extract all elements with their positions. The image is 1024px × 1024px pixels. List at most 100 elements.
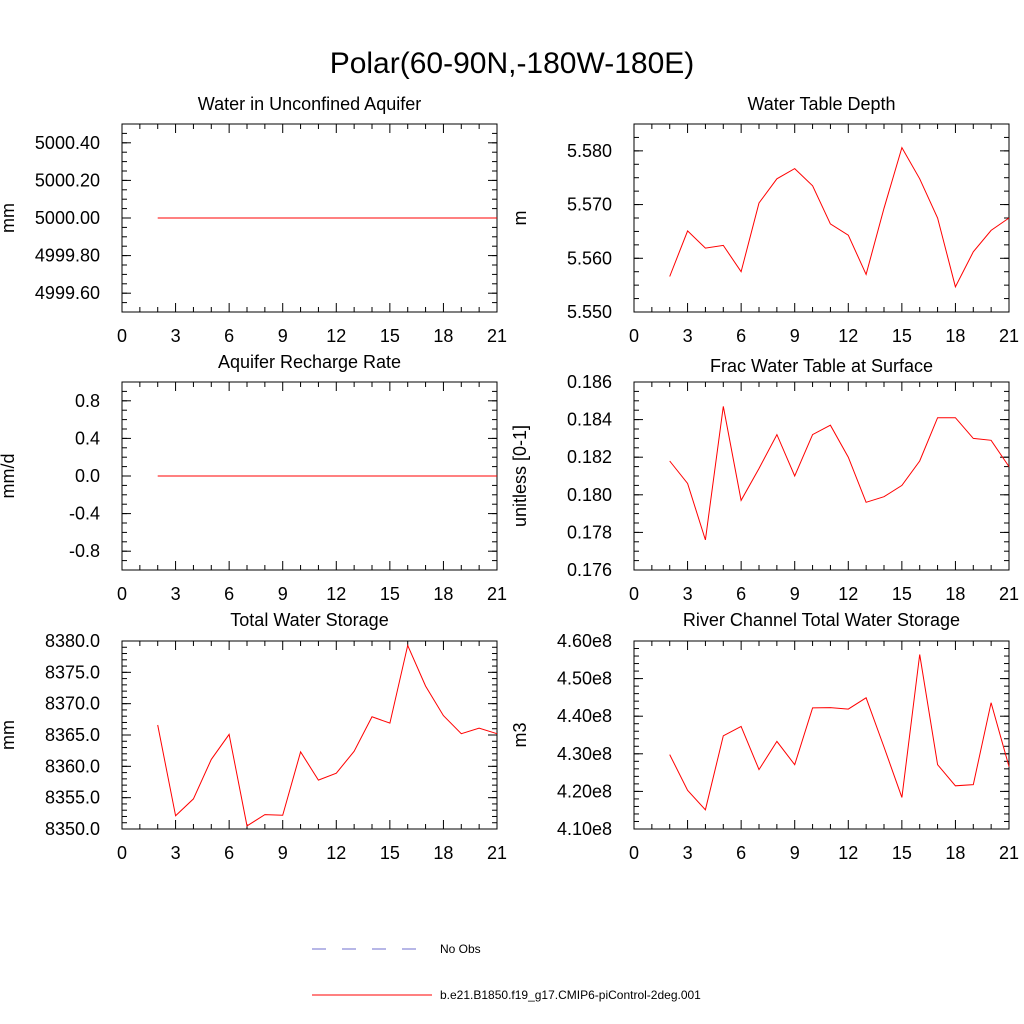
chart-panel-5: Total Water Storage mm 0 3 6 9 12 15 18 21 8350.0 8… — [0, 610, 507, 863]
x-tick-label: 9 — [790, 584, 800, 604]
x-tick-label: 15 — [380, 843, 400, 863]
y-tick-label: 0.178 — [567, 522, 612, 542]
y-tick-label: 8370.0 — [45, 694, 100, 714]
y-tick-label: 5.550 — [567, 302, 612, 322]
y-tick-label: 5.560 — [567, 248, 612, 268]
x-tick-label: 15 — [892, 584, 912, 604]
y-tick-label: 4.30e8 — [557, 744, 612, 764]
y-tick-label: 8355.0 — [45, 788, 100, 808]
x-tick-label: 18 — [945, 584, 965, 604]
y-tick-label: 0.176 — [567, 560, 612, 580]
x-tick-label: 12 — [838, 584, 858, 604]
plot-frame — [633, 381, 1010, 571]
y-axis-label: m — [510, 211, 530, 226]
x-tick-label: 0 — [629, 326, 639, 346]
y-tick-label: 4999.80 — [35, 246, 100, 266]
figure-title: Polar(60-90N,-180W-180E) — [330, 47, 695, 80]
x-tick-label: 3 — [683, 843, 693, 863]
y-tick-label: 0.186 — [567, 372, 612, 392]
x-tick-label: 18 — [433, 584, 453, 604]
y-tick-label: 8375.0 — [45, 662, 100, 682]
legend-label-model: b.e21.B1850.f19_g17.CMIP6-piControl-2deg… — [440, 988, 701, 1002]
x-tick-label: 3 — [683, 326, 693, 346]
y-tick-label: 0.8 — [75, 391, 100, 411]
x-tick-label: 12 — [326, 843, 346, 863]
plot-frame — [121, 640, 498, 830]
x-tick-label: 18 — [945, 843, 965, 863]
y-tick-label: -0.8 — [69, 541, 100, 561]
x-tick-label: 15 — [892, 326, 912, 346]
y-tick-label: 8380.0 — [45, 631, 100, 651]
x-tick-label: 9 — [790, 843, 800, 863]
x-tick-label: 9 — [278, 843, 288, 863]
panel-title: River Channel Total Water Storage — [683, 610, 960, 630]
x-tick-label: 3 — [171, 326, 181, 346]
x-tick-label: 15 — [380, 326, 400, 346]
y-tick-label: 0.0 — [75, 466, 100, 486]
x-tick-label: 18 — [433, 843, 453, 863]
x-tick-label: 9 — [278, 326, 288, 346]
x-tick-label: 12 — [326, 326, 346, 346]
x-tick-label: 21 — [487, 584, 507, 604]
panel-title: Total Water Storage — [230, 610, 388, 630]
x-tick-label: 12 — [838, 843, 858, 863]
x-tick-label: 9 — [278, 584, 288, 604]
y-axis-label: m3 — [510, 722, 530, 747]
x-tick-label: 6 — [736, 584, 746, 604]
x-tick-label: 0 — [629, 843, 639, 863]
y-tick-label: 0.182 — [567, 447, 612, 467]
y-tick-label: 5000.00 — [35, 208, 100, 228]
x-tick-label: 6 — [224, 584, 234, 604]
x-tick-label: 3 — [171, 843, 181, 863]
x-tick-label: 18 — [945, 326, 965, 346]
chart-panel-4: Frac Water Table at Surface unitless [0-1… — [510, 356, 1019, 604]
x-tick-label: 9 — [790, 326, 800, 346]
y-tick-label: 4.10e8 — [557, 819, 612, 839]
y-tick-label: 4.20e8 — [557, 781, 612, 801]
chart-panel-3: Aquifer Recharge Rate mm/d 0 3 6 9 12 15 18 21 -0.… — [0, 352, 507, 604]
series-line-1 — [157, 643, 498, 827]
x-tick-label: 3 — [683, 584, 693, 604]
panel-title: Aquifer Recharge Rate — [218, 352, 401, 372]
y-tick-label: 4.40e8 — [557, 706, 612, 726]
chart-panel-2: Water Table Depth m 0 3 6 9 12 15 18 21 5.550 5.560… — [510, 94, 1019, 346]
x-tick-label: 3 — [171, 584, 181, 604]
y-axis-label: unitless [0-1] — [510, 425, 530, 527]
y-tick-label: 5000.20 — [35, 170, 100, 190]
chart-panel-1: Water in Unconfined Aquifer mm 0 3 6 9 12 15 18 2… — [0, 94, 507, 346]
y-tick-label: 4.60e8 — [557, 631, 612, 651]
y-tick-label: 4.50e8 — [557, 669, 612, 689]
y-axis-label: mm/d — [0, 454, 18, 499]
y-axis-label: mm — [0, 203, 18, 233]
x-tick-label: 0 — [117, 584, 127, 604]
plot-frame — [633, 123, 1010, 313]
y-tick-label: 5000.40 — [35, 133, 100, 153]
legend: No Obs b.e21.B1850.f19_g17.CMIP6-piContr… — [312, 942, 701, 1002]
legend-label-no-obs: No Obs — [440, 942, 481, 956]
x-tick-label: 15 — [380, 584, 400, 604]
panel-title: Water in Unconfined Aquifer — [198, 94, 421, 114]
x-tick-label: 12 — [326, 584, 346, 604]
panel-title: Water Table Depth — [747, 94, 895, 114]
x-tick-label: 15 — [892, 843, 912, 863]
x-tick-label: 21 — [999, 584, 1019, 604]
y-tick-label: 5.570 — [567, 195, 612, 215]
y-tick-label: 8360.0 — [45, 756, 100, 776]
series-line-1 — [669, 654, 1010, 811]
series-line-1 — [669, 406, 1010, 541]
panels: Water in Unconfined Aquifer mm 0 3 6 9 12 15 18 2… — [0, 94, 1019, 863]
y-tick-label: 0.184 — [567, 410, 612, 430]
x-tick-label: 0 — [117, 843, 127, 863]
x-tick-label: 21 — [999, 843, 1019, 863]
x-tick-label: 21 — [999, 326, 1019, 346]
x-tick-label: 18 — [433, 326, 453, 346]
panel-title: Frac Water Table at Surface — [710, 356, 933, 376]
x-tick-label: 6 — [736, 326, 746, 346]
y-tick-label: 0.4 — [75, 428, 100, 448]
y-tick-label: 5.580 — [567, 141, 612, 161]
series-line-1 — [669, 146, 1010, 289]
x-tick-label: 12 — [838, 326, 858, 346]
plot-frame — [633, 640, 1010, 830]
y-tick-label: 8350.0 — [45, 819, 100, 839]
